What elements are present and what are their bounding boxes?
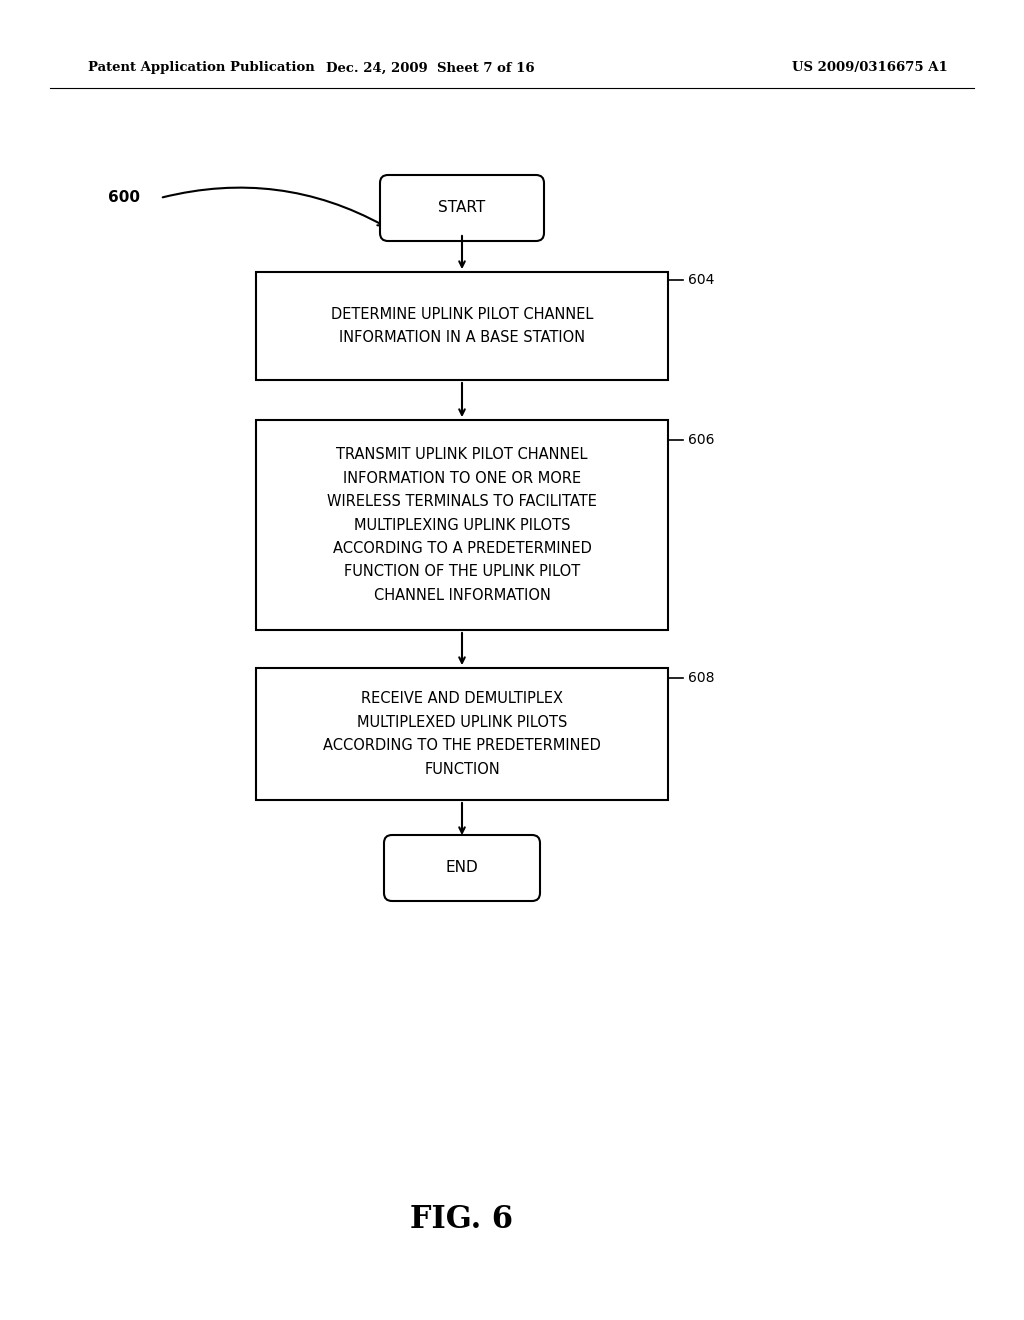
Text: US 2009/0316675 A1: US 2009/0316675 A1 [793, 62, 948, 74]
Bar [256, 272, 668, 380]
Text: 604: 604 [688, 273, 715, 286]
Bar [256, 420, 668, 630]
FancyBboxPatch shape [384, 836, 540, 902]
Text: FIG. 6: FIG. 6 [411, 1204, 513, 1236]
Text: 606: 606 [688, 433, 715, 447]
Text: Patent Application Publication: Patent Application Publication [88, 62, 314, 74]
FancyBboxPatch shape [380, 176, 544, 242]
Text: START: START [438, 201, 485, 215]
Bar [256, 668, 668, 800]
Text: Dec. 24, 2009  Sheet 7 of 16: Dec. 24, 2009 Sheet 7 of 16 [326, 62, 535, 74]
Text: DETERMINE UPLINK PILOT CHANNEL
INFORMATION IN A BASE STATION: DETERMINE UPLINK PILOT CHANNEL INFORMATI… [331, 306, 593, 346]
Text: TRANSMIT UPLINK PILOT CHANNEL
INFORMATION TO ONE OR MORE
WIRELESS TERMINALS TO F: TRANSMIT UPLINK PILOT CHANNEL INFORMATIO… [327, 447, 597, 603]
Text: END: END [445, 861, 478, 875]
Text: RECEIVE AND DEMULTIPLEX
MULTIPLEXED UPLINK PILOTS
ACCORDING TO THE PREDETERMINED: RECEIVE AND DEMULTIPLEX MULTIPLEXED UPLI… [323, 692, 601, 776]
Text: 608: 608 [688, 671, 715, 685]
Text: 600: 600 [108, 190, 140, 206]
